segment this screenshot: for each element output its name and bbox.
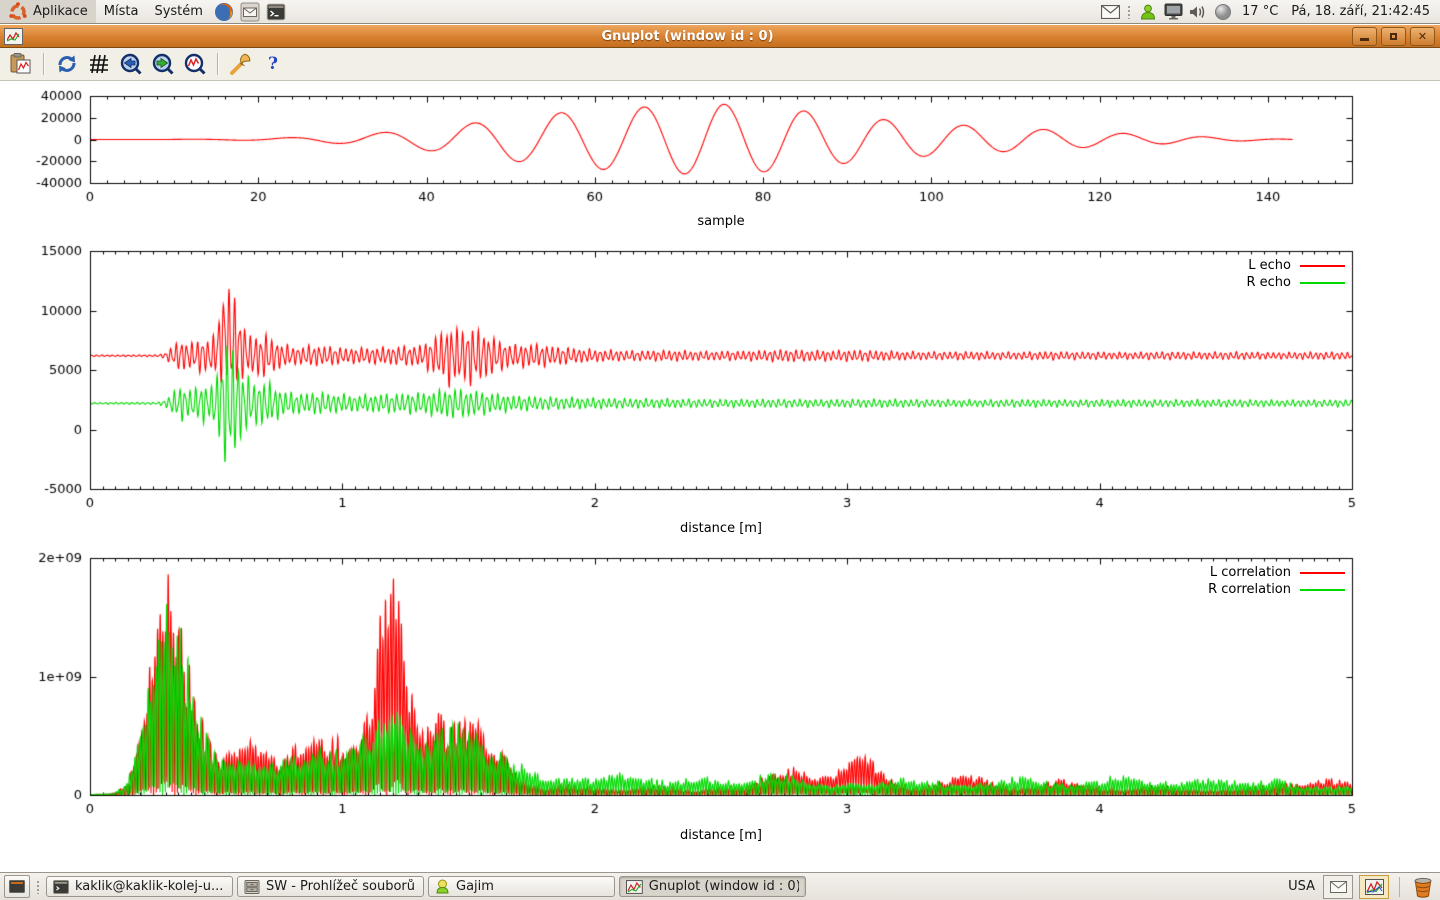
legend-row: R echo [1246, 275, 1345, 290]
task-file-manager[interactable]: SW - Prohlížeč souborů [237, 876, 424, 897]
taskbar: kaklik@kaklik-kolej-u... SW - Prohlížeč … [0, 872, 1440, 900]
panel-left: Aplikace Místa Systém [0, 0, 289, 23]
grid-icon[interactable] [86, 51, 112, 77]
correlation-legend: L correlation R correlation [1208, 565, 1345, 597]
task-label: Gajim [456, 879, 494, 894]
task-gnuplot[interactable]: Gnuplot (window id : 0) [619, 876, 806, 897]
task-label: Gnuplot (window id : 0) [648, 879, 799, 894]
window-title: Gnuplot (window id : 0) [601, 28, 774, 44]
plot-area: sample distance [m] distance [m] L echo … [0, 81, 1440, 872]
gnuplot-window-icon [4, 27, 23, 45]
menu-system[interactable]: Systém [146, 0, 210, 23]
task-label: kaklik@kaklik-kolej-u... [75, 879, 224, 894]
tray-grip-handle[interactable] [1127, 4, 1132, 19]
legend-line-r-correlation [1300, 588, 1345, 591]
zoom-all-icon[interactable] [182, 51, 208, 77]
taskbar-right: USA [1286, 874, 1436, 899]
legend-line-l-echo [1300, 264, 1345, 267]
task-gajim[interactable]: Gajim [428, 876, 615, 897]
legend-row: R correlation [1208, 582, 1345, 597]
toolbar-separator [217, 53, 219, 75]
plots-canvas [0, 81, 1440, 872]
legend-label-r-echo: R echo [1246, 275, 1291, 290]
toolbar-separator [43, 53, 45, 75]
temperature-readout[interactable]: 17 °C [1242, 4, 1279, 19]
legend-line-r-echo [1300, 281, 1345, 284]
toolbar: ? [0, 48, 1440, 81]
menu-applications[interactable]: Aplikace [0, 0, 96, 23]
menu-system-label: Systém [154, 4, 203, 19]
firefox-icon[interactable] [213, 1, 235, 23]
terminal-icon[interactable] [265, 1, 287, 23]
mail-icon[interactable] [239, 1, 261, 23]
weather-icon[interactable] [1213, 2, 1233, 22]
window-selector-button[interactable] [4, 875, 30, 898]
copy-plot-icon[interactable] [8, 51, 34, 77]
maximize-button[interactable] [1381, 26, 1406, 46]
gnuplot-window: Gnuplot (window id : 0) ✕ [0, 25, 1440, 872]
zoom-next-icon[interactable] [150, 51, 176, 77]
ubuntu-logo-icon [8, 1, 28, 22]
gnuplot-tray-icon[interactable] [1359, 874, 1389, 899]
keyboard-layout-indicator[interactable]: USA [1288, 879, 1315, 894]
axis-label-distance-echo: distance [m] [679, 521, 763, 536]
trash-icon[interactable] [1410, 875, 1436, 899]
menu-places-label: Místa [103, 4, 139, 19]
task-label: SW - Prohlížeč souborů [266, 879, 416, 894]
settings-icon[interactable] [228, 51, 254, 77]
legend-row: L echo [1246, 258, 1345, 273]
minimize-button[interactable] [1352, 26, 1377, 46]
menu-places[interactable]: Místa [96, 0, 147, 23]
legend-line-l-correlation [1300, 571, 1345, 574]
help-glyph: ? [268, 54, 278, 74]
help-icon[interactable]: ? [260, 51, 286, 77]
refresh-icon[interactable] [54, 51, 80, 77]
mail-notifier-icon[interactable] [1100, 2, 1120, 22]
task-terminal[interactable]: kaklik@kaklik-kolej-u... [46, 876, 233, 897]
axis-label-sample: sample [697, 214, 745, 229]
legend-label-r-correlation: R correlation [1208, 582, 1291, 597]
volume-icon[interactable] [1188, 2, 1208, 22]
legend-row: L correlation [1208, 565, 1345, 580]
top-panel: Aplikace Místa Systém [0, 0, 1440, 24]
legend-label-l-echo: L echo [1248, 258, 1291, 273]
axis-label-distance-correlation: distance [m] [679, 828, 763, 843]
menu-applications-label: Aplikace [33, 4, 88, 19]
panel-right: 17 °C Pá, 18. září, 21:42:45 [1100, 0, 1440, 23]
zoom-previous-icon[interactable] [118, 51, 144, 77]
legend-label-l-correlation: L correlation [1209, 565, 1291, 580]
close-button[interactable]: ✕ [1410, 26, 1435, 46]
titlebar[interactable]: Gnuplot (window id : 0) ✕ [0, 25, 1440, 48]
taskbar-separator [1399, 876, 1400, 897]
clock[interactable]: Pá, 18. září, 21:42:45 [1291, 4, 1430, 19]
mail-tray-icon[interactable] [1323, 874, 1353, 899]
taskbar-grip-handle[interactable] [36, 879, 40, 894]
echo-legend: L echo R echo [1246, 258, 1345, 290]
display-icon[interactable] [1163, 2, 1183, 22]
user-switcher-icon[interactable] [1138, 2, 1158, 22]
